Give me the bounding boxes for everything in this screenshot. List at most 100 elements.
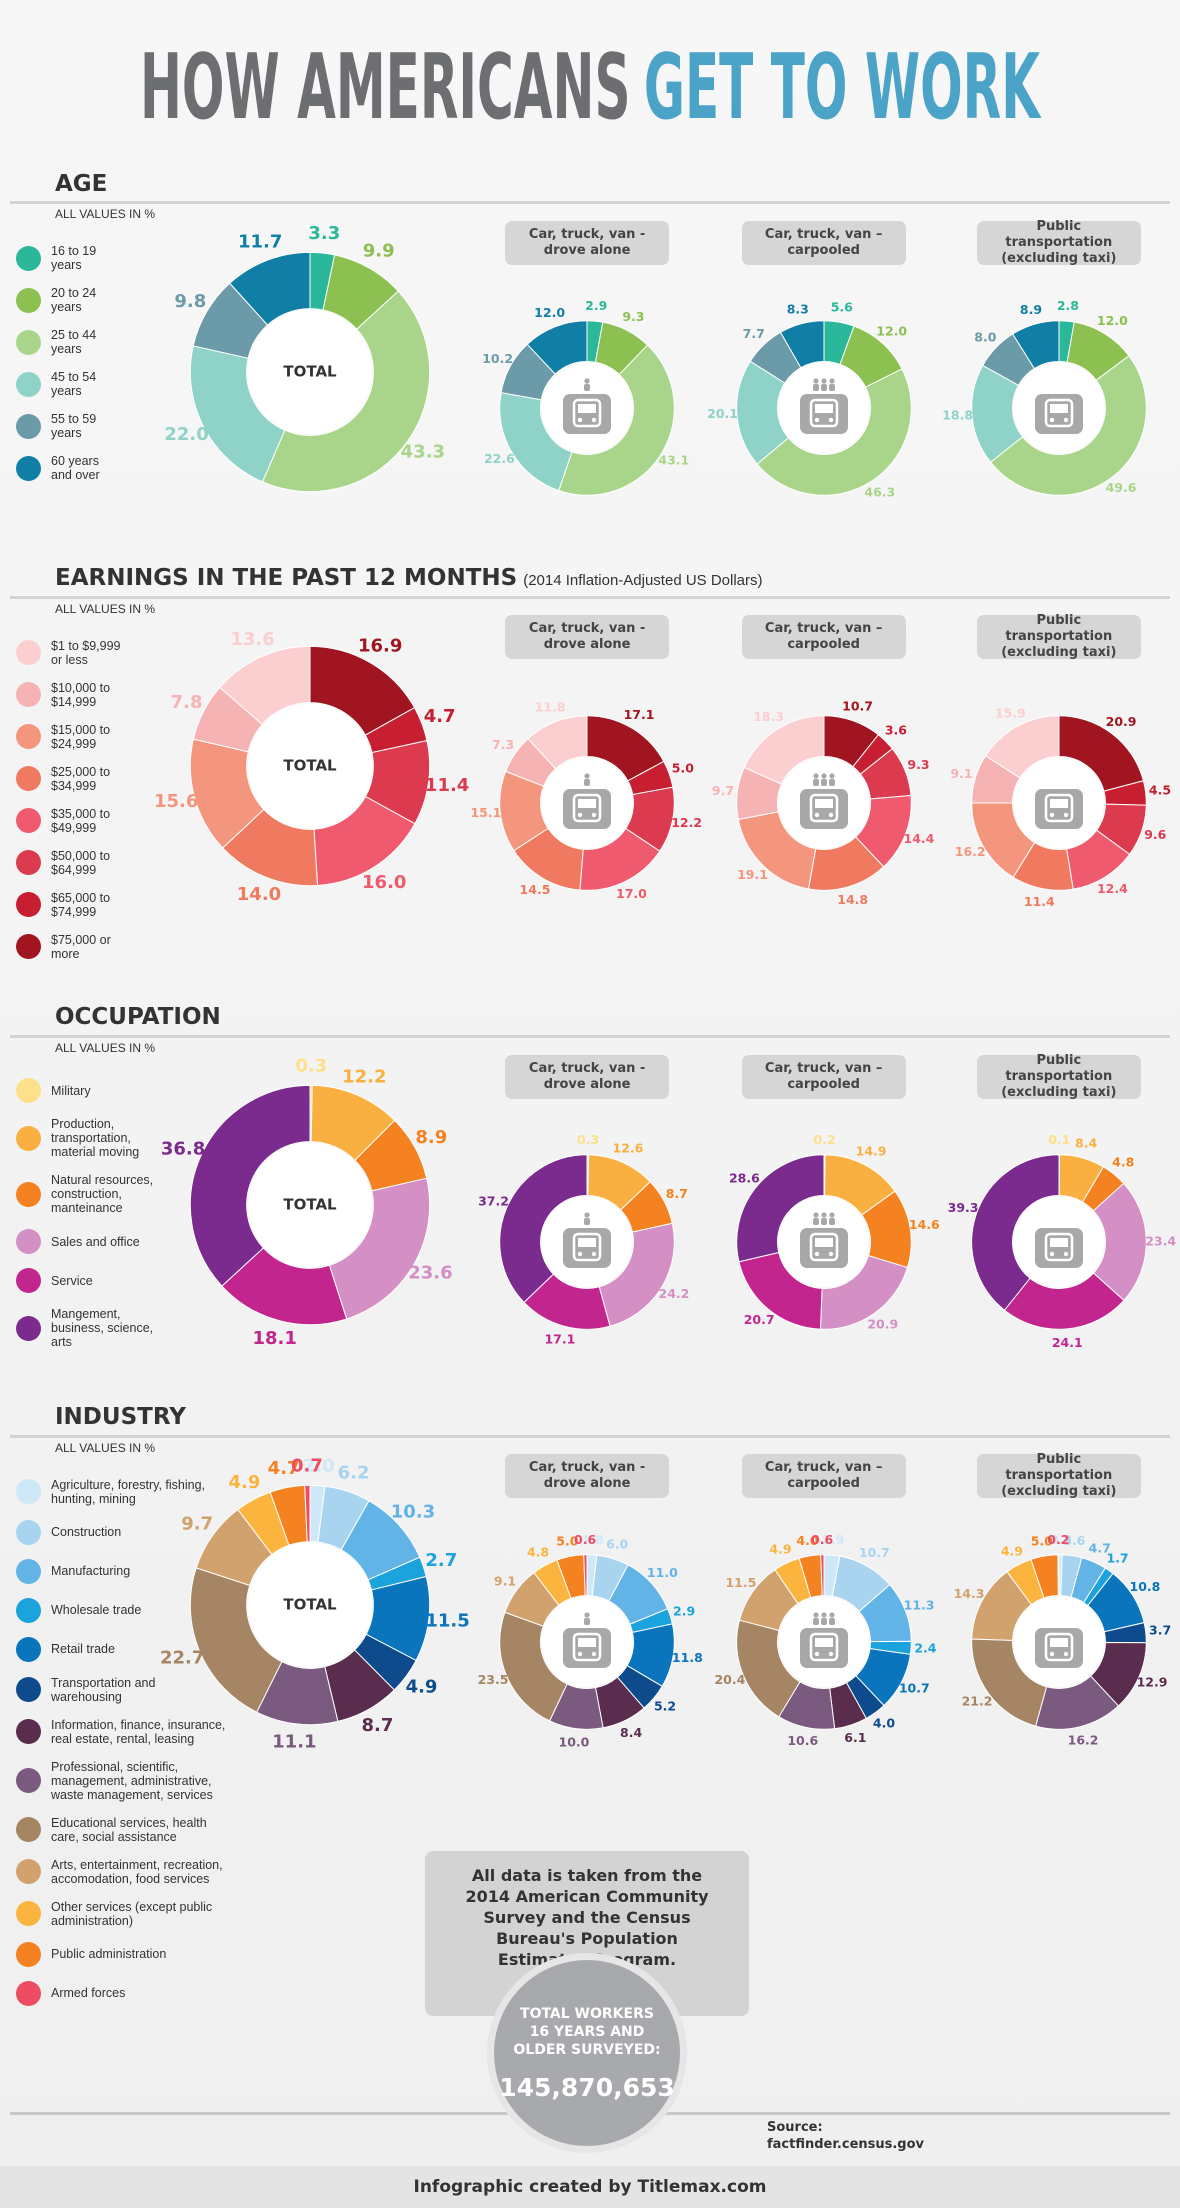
bus-light	[828, 812, 833, 817]
section-title: INDUSTRY	[55, 1404, 186, 1431]
divider	[10, 1034, 1170, 1038]
value-label: 46.3	[864, 485, 895, 500]
legend-label: Production, transportation, material mov…	[51, 1117, 140, 1160]
legend-swatch	[16, 1719, 41, 1745]
legend-label: Agriculture, forestry, fishing, hunting,…	[51, 1477, 205, 1506]
value-label: 8.4	[1075, 1135, 1097, 1150]
donut-chart: 2.0 6.2 10.3 2.7 11.5 4.9 8.7 11.1 22.7 9.7 4.9 4.7…	[160, 1456, 470, 1753]
bus-light	[1049, 418, 1055, 423]
value-label: 16.9	[358, 635, 402, 656]
legend-item: Military	[16, 1078, 155, 1104]
legend-swatch	[16, 1315, 41, 1341]
title-area: HOW AMERICANSGET TO WORK	[140, 35, 1042, 140]
legend-item: 55 to 59 years	[16, 412, 115, 440]
legend-label: Natural resources, construction, mantein…	[51, 1173, 154, 1216]
legend-item: 25 to 44 years	[16, 328, 115, 356]
bus-window	[1049, 404, 1068, 414]
bus-light	[1049, 1651, 1055, 1656]
legend-label: Manufacturing	[51, 1564, 131, 1579]
legend-label: Armed forces	[51, 1986, 126, 2001]
bus-light	[1063, 1651, 1069, 1656]
legend-label: 16 to 19 years	[51, 244, 97, 273]
donut-slice	[303, 1484, 311, 1543]
bus-light	[591, 1651, 597, 1656]
legend-swatch	[16, 245, 41, 271]
legend-label: Information, finance, insurance, real es…	[51, 1717, 226, 1746]
value-label: 20.9	[867, 1316, 898, 1331]
value-label: 18.3	[753, 709, 784, 724]
legend-item: Transportation and warehousing	[16, 1676, 229, 1704]
legend-swatch	[16, 1941, 41, 1967]
bus-body	[572, 399, 602, 428]
person-head	[813, 1212, 819, 1218]
bus-light	[591, 1251, 597, 1257]
value-label: 3.6	[885, 722, 907, 737]
value-label: 2.7	[425, 1550, 457, 1571]
bus-light	[1063, 812, 1069, 817]
bus-window	[814, 1237, 833, 1247]
value-label: 11.5	[725, 1575, 756, 1590]
donut-slice	[189, 1085, 311, 1287]
legend-item: 60 years and over	[16, 454, 115, 482]
donut-chart: 2.9 10.7 11.3 2.4 10.7 4.0 6.1 10.6 20.4 11.5 4.9 4…	[714, 1532, 936, 1748]
value-label: 10.6	[787, 1733, 818, 1748]
bus-light	[591, 812, 597, 817]
value-label: 10.7	[898, 1680, 929, 1695]
legend-swatch	[16, 1859, 41, 1885]
legend: Agriculture, forestry, fishing, hunting,…	[16, 1478, 229, 2006]
value-label: 43.3	[400, 441, 444, 462]
value-label: 14.8	[837, 892, 868, 907]
value-label: 5.6	[830, 300, 852, 315]
legend-label: 60 years and over	[51, 454, 100, 483]
legend-label: 55 to 59 years	[51, 412, 97, 441]
value-label: 15.1	[471, 805, 502, 820]
donut-chart: 2.9 9.3 43.1 22.6 10.2 12.0	[482, 299, 689, 497]
value-label: 11.8	[535, 699, 566, 714]
bus-window	[814, 404, 833, 414]
person-body	[828, 1617, 835, 1625]
value-label: 12.0	[876, 324, 907, 339]
person-head	[821, 772, 827, 779]
bus-light	[828, 1651, 833, 1656]
bus-light	[814, 418, 819, 423]
value-label: 3.3	[308, 223, 340, 244]
legend-label: Mangement, business, science, arts	[51, 1307, 154, 1350]
value-label: 4.7	[1088, 1540, 1110, 1555]
divider	[10, 1434, 1170, 1438]
value-label: 10.8	[1129, 1579, 1160, 1594]
value-label: 10.2	[482, 351, 513, 366]
person-head	[821, 378, 827, 384]
section-header: EARNINGS IN THE PAST 12 MONTHS (2014 Infl…	[55, 565, 763, 591]
legend-swatch	[16, 371, 41, 397]
value-label: 14.9	[855, 1143, 886, 1158]
value-label: 9.7	[712, 782, 734, 797]
value-label: 1.7	[1106, 1550, 1128, 1565]
value-label: 8.7	[666, 1186, 688, 1201]
legend-label: Wholesale trade	[51, 1603, 142, 1618]
legend-swatch	[16, 1229, 41, 1255]
donut-slice	[558, 344, 675, 497]
mode-label: Car, truck, van – carpooled	[741, 221, 906, 266]
credit-bar: Infographic created by Titlemax.com	[0, 2166, 1180, 2208]
bus-body	[572, 793, 602, 822]
legend-swatch	[16, 682, 41, 708]
value-label: 18.8	[942, 408, 973, 423]
donut-slice	[189, 344, 286, 483]
legend-item: 45 to 54 years	[16, 370, 115, 398]
legend-swatch	[16, 1768, 41, 1794]
value-label: 15.9	[995, 705, 1026, 720]
bus-light	[828, 1251, 833, 1257]
legend-label: Arts, entertainment, recreation, accomod…	[51, 1857, 223, 1886]
bus-body	[1044, 1232, 1074, 1262]
mode-label: Car, truck, van - drove alone	[505, 1054, 670, 1099]
title-main: HOW AMERICANS	[140, 35, 631, 140]
value-label: 16.2	[1067, 1732, 1098, 1747]
value-label: 0.6	[574, 1532, 596, 1547]
center-label: TOTAL	[283, 1596, 337, 1614]
bus-body	[809, 399, 838, 428]
values-note: ALL VALUES IN %	[55, 207, 156, 222]
value-label: 14.5	[520, 881, 551, 896]
value-label: 10.7	[842, 698, 873, 713]
legend-label: Other services (except public administra…	[51, 1899, 213, 1928]
person-head	[813, 378, 819, 384]
